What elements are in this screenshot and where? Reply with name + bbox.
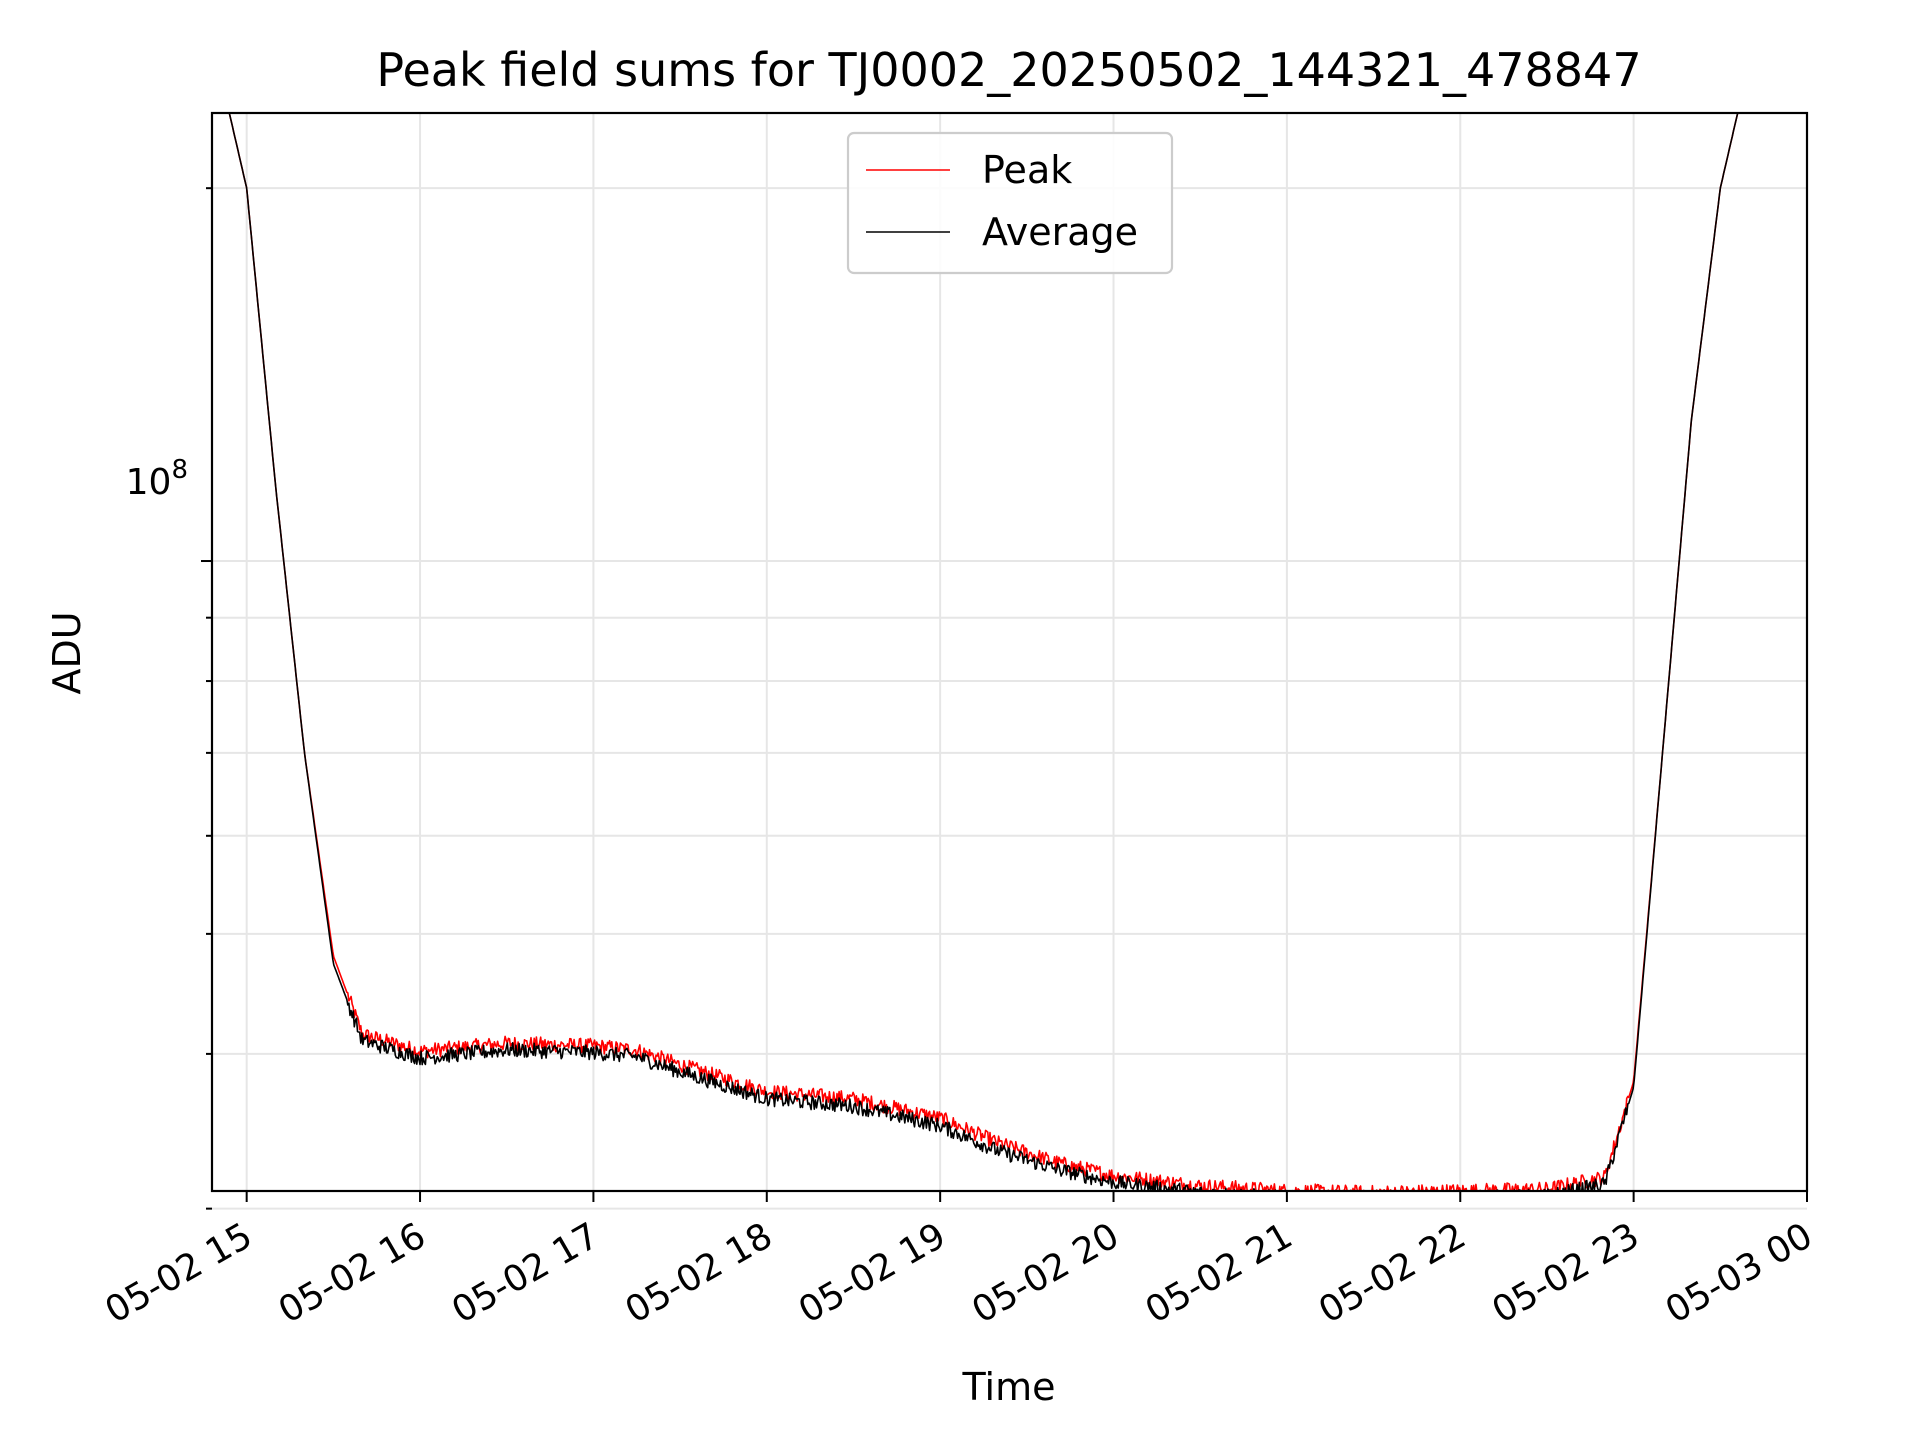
- x-tick-label: 05-02 20: [965, 1215, 1126, 1331]
- x-tick-label: 05-02 17: [445, 1215, 606, 1331]
- x-tick-label: 05-02 23: [1485, 1215, 1646, 1331]
- x-tick-label: 05-02 21: [1139, 1215, 1300, 1331]
- grid-lines: [212, 113, 1808, 1210]
- x-tick-label: 05-02 19: [792, 1215, 953, 1331]
- x-axis-label: Time: [962, 1365, 1056, 1409]
- x-tick-label: 05-02 18: [619, 1215, 780, 1331]
- y-tick-label-1e8: 108: [126, 455, 188, 503]
- y-axis-ticks: [201, 187, 212, 1210]
- legend-average-label: Average: [982, 210, 1138, 254]
- x-tick-label: 05-02 15: [98, 1215, 259, 1331]
- x-tick-label: 05-02 16: [272, 1215, 433, 1331]
- legend-box: [846, 131, 1174, 275]
- x-tick-label: 05-03 00: [1659, 1215, 1820, 1331]
- peak-series-line: [228, 113, 1739, 1191]
- legend: Peak Average: [846, 131, 1174, 275]
- plot-frame: [210, 111, 1809, 1193]
- x-tick-label: 05-02 22: [1312, 1215, 1473, 1331]
- average-series-line: [228, 113, 1739, 1191]
- y-axis-label: ADU: [45, 611, 89, 694]
- legend-peak-label: Peak: [982, 148, 1072, 192]
- chart-title: Peak field sums for TJ0002_20250502_1443…: [376, 43, 1641, 97]
- x-axis-ticks: 05-02 15 05-02 16 05-02 17 05-02 18 05-02 19…: [98, 1191, 1820, 1332]
- series-layer: [228, 113, 1739, 1191]
